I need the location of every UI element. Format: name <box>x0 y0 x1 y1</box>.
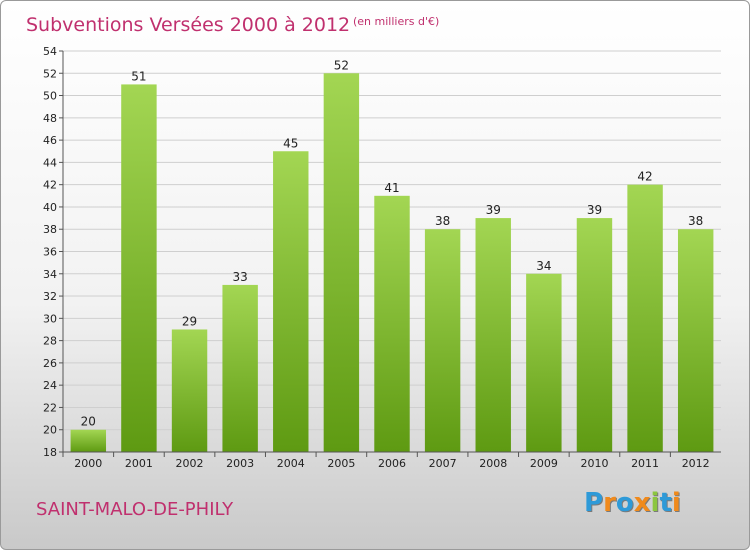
x-tick-label: 2002 <box>176 457 204 470</box>
x-tick-label: 2003 <box>226 457 254 470</box>
y-axis-ticks: 18 20 22 24 26 28 30 32 34 36 38 40 42 44 46 48 50 52 54 <box>43 45 63 459</box>
bar-2008 <box>475 218 511 452</box>
bar-2007 <box>424 229 461 452</box>
bar-2004 <box>273 151 309 452</box>
y-tick-label: 44 <box>43 156 57 169</box>
y-tick-label: 24 <box>43 379 57 392</box>
bar-2002 <box>171 329 208 452</box>
bar-value-label: 33 <box>233 270 248 284</box>
bar-value-label: 34 <box>536 259 551 273</box>
logo-letter: t <box>659 488 672 518</box>
bar-value-label: 39 <box>486 203 501 217</box>
x-tick-label: 2011 <box>631 457 659 470</box>
x-tick-label: 2008 <box>479 457 507 470</box>
y-tick-label: 54 <box>43 45 57 58</box>
grid <box>63 50 721 431</box>
y-tick-label: 34 <box>43 268 57 281</box>
logo-letter: i <box>671 488 681 518</box>
y-tick-label: 52 <box>43 67 57 80</box>
axes <box>62 51 721 453</box>
x-axis-ticks: 2000 2001 2002 2003 2004 2005 2006 2007 2008 2009… <box>62 452 710 470</box>
y-tick-label: 50 <box>43 90 57 103</box>
bar-2009 <box>526 273 562 452</box>
chart-title: Subventions Versées 2000 à 2012 <box>26 14 350 36</box>
bar-value-label: 20 <box>81 415 96 429</box>
x-tick-label: 2001 <box>125 457 153 470</box>
y-tick-label: 38 <box>43 223 57 236</box>
y-tick-label: 28 <box>43 335 57 348</box>
x-tick-label: 2009 <box>530 457 558 470</box>
bar-value-label: 52 <box>334 58 349 72</box>
bar-2010 <box>576 218 613 452</box>
y-tick-label: 40 <box>43 201 57 214</box>
y-tick-label: 36 <box>43 246 57 259</box>
x-tick-label: 2007 <box>429 457 457 470</box>
bar-value-label: 38 <box>435 214 450 228</box>
bar-2000 <box>70 429 107 452</box>
bar-value-label: 42 <box>637 170 652 184</box>
logo-letter: o <box>615 488 634 518</box>
chart-subtitle: (en milliers d'€) <box>353 15 439 28</box>
x-tick-label: 2000 <box>74 457 102 470</box>
y-tick-label: 48 <box>43 112 57 125</box>
bar-value-label: 39 <box>587 203 602 217</box>
bar-value-label: 45 <box>283 136 298 150</box>
x-tick-label: 2010 <box>580 457 608 470</box>
y-tick-label: 42 <box>43 179 57 192</box>
y-tick-label: 30 <box>43 312 57 325</box>
logo-letter: r <box>603 488 616 518</box>
bar-value-label: 38 <box>688 214 703 228</box>
bar-2005 <box>323 73 360 453</box>
bar-2011 <box>627 184 663 452</box>
proxiti-logo: Proxiti <box>584 488 681 518</box>
y-tick-label: 26 <box>43 357 57 370</box>
bars: 20 51 29 33 45 52 41 38 39 34 39 42 38 <box>70 58 714 453</box>
y-tick-label: 20 <box>43 424 57 437</box>
bar-2003 <box>222 284 258 452</box>
y-tick-label: 46 <box>43 134 57 147</box>
logo-letter: P <box>584 488 604 518</box>
x-tick-label: 2005 <box>327 457 355 470</box>
bar-2001 <box>121 84 157 453</box>
bar-value-label: 51 <box>131 69 146 83</box>
y-tick-label: 32 <box>43 290 57 303</box>
logo-letter: x <box>633 488 651 518</box>
x-tick-label: 2004 <box>277 457 305 470</box>
bar-value-label: 29 <box>182 314 197 328</box>
bar-2012 <box>677 229 714 452</box>
x-tick-label: 2006 <box>378 457 406 470</box>
bar-2006 <box>374 195 410 453</box>
y-tick-label: 22 <box>43 401 57 414</box>
y-tick-label: 18 <box>43 446 57 459</box>
bar-value-label: 41 <box>384 181 399 195</box>
commune-name: SAINT-MALO-DE-PHILY <box>36 499 234 520</box>
x-tick-label: 2012 <box>682 457 710 470</box>
logo-letter: i <box>650 488 660 518</box>
